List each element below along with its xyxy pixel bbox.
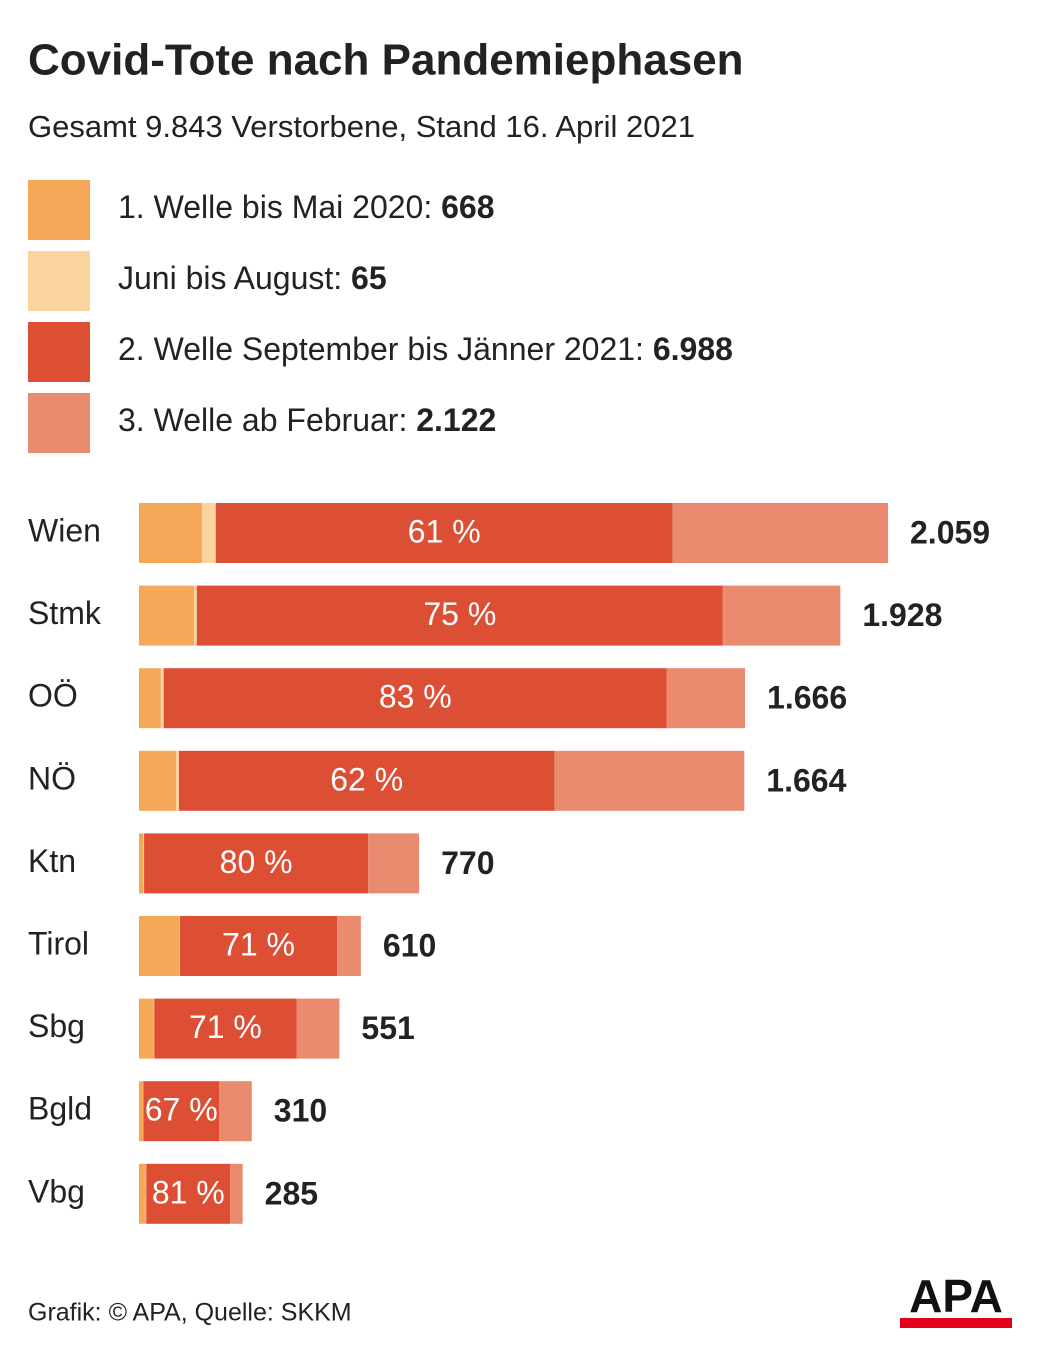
total-label: 1.928 — [862, 597, 942, 633]
share-label: 80 % — [220, 844, 293, 880]
bar-segment — [722, 585, 841, 646]
legend-name: 1. Welle bis Mai 2020: — [118, 189, 432, 225]
bar-segment — [163, 668, 667, 729]
bar-segment — [296, 998, 340, 1059]
bar-segment — [139, 833, 144, 894]
legend-swatch — [28, 180, 90, 240]
total-label: 551 — [361, 1010, 414, 1046]
source: Grafik: © APA, Quelle: SKKM — [28, 1299, 352, 1327]
category-label: Sbg — [28, 1008, 85, 1044]
bar-segment — [160, 668, 164, 729]
legend-total: 65 — [351, 260, 387, 296]
legend-name: 3. Welle ab Februar: — [118, 402, 407, 438]
category-label: Stmk — [28, 595, 102, 631]
share-label: 81 % — [152, 1174, 225, 1210]
bar-segment — [215, 503, 673, 563]
bar-segment — [230, 1163, 243, 1224]
logo-text: APA — [909, 1270, 1003, 1322]
bar-segment — [666, 668, 746, 729]
total-label: 2.059 — [910, 514, 990, 550]
share-label: 67 % — [145, 1092, 218, 1128]
logo-bar — [900, 1318, 1012, 1328]
legend-label: 2. Welle September bis Jänner 2021: 6.98… — [118, 331, 733, 367]
legend-swatch — [28, 251, 90, 311]
category-label: NÖ — [28, 760, 76, 796]
bar-segment — [139, 750, 177, 811]
legend-total: 6.988 — [653, 331, 733, 367]
share-label: 83 % — [379, 679, 452, 715]
share-label: 62 % — [330, 761, 403, 797]
share-label: 71 % — [222, 926, 295, 962]
legend-swatch — [28, 322, 90, 382]
bar-segment — [672, 503, 888, 563]
total-label: 610 — [383, 927, 436, 963]
logo: APA — [900, 1270, 1012, 1328]
legend-name: 2. Welle September bis Jänner 2021: — [118, 331, 644, 367]
total-label: 310 — [274, 1093, 327, 1129]
bar-segment — [179, 916, 338, 976]
legend-total: 2.122 — [416, 402, 496, 438]
category-label: Vbg — [28, 1173, 85, 1209]
legend-label: Juni bis August: 65 — [118, 260, 387, 296]
bar-segment — [143, 833, 145, 894]
share-label: 75 % — [423, 596, 496, 632]
legend-name: Juni bis August: — [118, 260, 342, 296]
bar-segment — [337, 916, 361, 976]
category-label: Ktn — [28, 843, 76, 879]
total-label: 1.666 — [767, 680, 847, 716]
bar-segment — [139, 1081, 144, 1142]
total-label: 285 — [265, 1175, 318, 1211]
bar-segment — [139, 1163, 146, 1224]
bar-segment — [193, 585, 197, 646]
bar-segment — [176, 750, 180, 811]
category-label: Tirol — [28, 925, 89, 961]
bar-segment — [201, 503, 216, 563]
total-label: 770 — [441, 845, 494, 881]
category-label: Wien — [28, 512, 101, 548]
bar-segment — [154, 998, 297, 1059]
bar-segment — [139, 998, 154, 1059]
chart-subtitle: Gesamt 9.843 Verstorbene, Stand 16. Apri… — [28, 109, 695, 144]
bar-segment — [146, 1163, 231, 1224]
legend-swatch — [28, 393, 90, 453]
bar-segment — [196, 585, 723, 646]
chart-title: Covid-Tote nach Pandemiephasen — [28, 36, 744, 85]
bar-segment — [139, 585, 194, 646]
bar-segment — [368, 833, 420, 894]
legend-total: 668 — [441, 189, 494, 225]
bar-segment — [139, 668, 161, 729]
share-label: 61 % — [408, 513, 481, 549]
bar-segment — [554, 750, 745, 811]
bar-segment — [139, 503, 202, 563]
bar-segment — [144, 833, 369, 894]
legend-label: 1. Welle bis Mai 2020: 668 — [118, 189, 495, 225]
bar-segment — [179, 750, 555, 811]
bar-segment — [179, 916, 180, 976]
legend-label: 3. Welle ab Februar: 2.122 — [118, 402, 496, 438]
category-label: Bgld — [28, 1091, 92, 1127]
bar-segment — [139, 916, 180, 976]
bar-segment — [143, 1081, 220, 1142]
bar-segment — [219, 1081, 252, 1142]
total-label: 1.664 — [766, 762, 846, 798]
share-label: 71 % — [189, 1009, 262, 1045]
category-label: OÖ — [28, 678, 78, 714]
